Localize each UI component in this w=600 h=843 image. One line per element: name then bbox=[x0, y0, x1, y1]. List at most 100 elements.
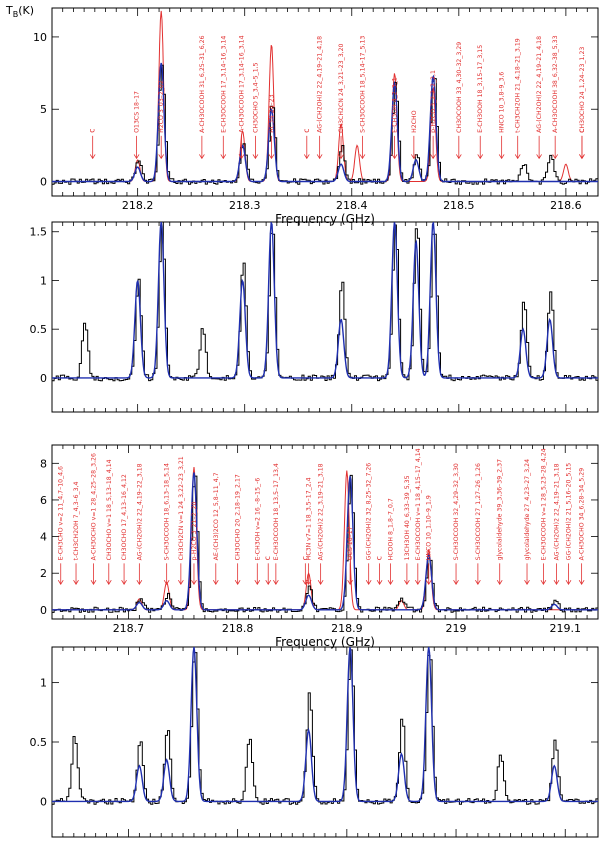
annotation-arrowhead bbox=[178, 579, 184, 585]
annotation-label: glycolaldehyde 27_4,23–27_3,24 bbox=[524, 459, 531, 560]
annotation-arrowhead bbox=[524, 579, 530, 585]
line-annotation: c bbox=[375, 556, 384, 585]
annotation-label: GG-(CH2OH)2 21_5,16–20_5,15 bbox=[566, 463, 573, 561]
annotation-label: CH3OCOOH 33_4,30–32_3,29 bbox=[456, 42, 463, 133]
annotation-label: HNCO 10_3,8–9_3,6 bbox=[499, 72, 506, 133]
y-tick-label: 5 bbox=[40, 103, 47, 116]
panel-top-1: 218.2 218.3 218.4 218.5 218.6 Frequency (GHz)… bbox=[33, 7, 599, 226]
annotation-arrowhead bbox=[376, 579, 383, 585]
annotation-label: CH3OCHO 5_3,4–5_1,5 bbox=[252, 62, 259, 132]
annotation-arrowhead bbox=[411, 154, 417, 160]
annotation-arrowhead bbox=[238, 154, 245, 160]
annotation-arrowhead bbox=[425, 579, 432, 585]
y-tick-label: 2 bbox=[40, 567, 47, 580]
annotation-label: S-CH3OCOOH 27_1,27–26_1,26 bbox=[475, 463, 482, 560]
annotation-arrowhead bbox=[498, 154, 505, 160]
annotation-arrowhead bbox=[57, 579, 64, 585]
line-annotation: c bbox=[88, 128, 97, 160]
spectrum-line-red bbox=[52, 466, 598, 611]
y-tick-label: 0 bbox=[40, 795, 47, 808]
annotation-label: S-CH3OCOOH 18_6,13–18_5,14 bbox=[164, 463, 171, 560]
annotation-label: GG-(CH2OH)2 32_8,25–32_7,26 bbox=[366, 463, 373, 561]
x-axis-label: Frequency (GHz) bbox=[275, 212, 375, 226]
annotation-label: OCS 18–17 bbox=[347, 526, 354, 560]
line-annotation: E-CH3OOH 18_3,15–17_3,15 bbox=[477, 45, 484, 160]
line-annotation: CH3OCHO 5_3,4–5_1,5 bbox=[252, 62, 259, 160]
line-annotation: c bbox=[577, 128, 586, 160]
annotation-label: CH3OCHO 17_4,13–16_4,12 bbox=[121, 474, 128, 560]
line-annotation: CH3OCHO 17_4,13–16_4,12 bbox=[121, 474, 128, 585]
line-annotation: CH3OCHO 24_1,24–23_1,23 bbox=[579, 47, 586, 160]
annotation-label: E-CH3OH 4_2–3_1 bbox=[392, 77, 399, 133]
line-annotation: CH3OCHO v=1 18_5,13–18_4,14 bbox=[105, 459, 113, 585]
x-tick-label: 218.4 bbox=[336, 199, 368, 212]
spectra-group bbox=[52, 222, 598, 382]
annotation-arrowhead bbox=[475, 579, 481, 585]
annotation-label: E-CH3OH v=2 16_-8–15_-6 bbox=[254, 478, 261, 561]
annotation-arrowhead bbox=[536, 154, 542, 160]
annotation-arrowhead bbox=[453, 579, 459, 585]
line-annotation: AG-(CH2OH)2 22_4,19–21_4,18 bbox=[316, 36, 324, 160]
y-tick-label: 8 bbox=[40, 457, 47, 470]
line-annotation: glycolaldehyde 39_3,36–39_2,37 bbox=[497, 459, 504, 585]
spectrum-line-blue bbox=[52, 62, 598, 183]
annotation-arrowhead bbox=[387, 579, 394, 585]
annotation-arrowhead bbox=[265, 579, 272, 585]
x-tick-label: 218.7 bbox=[113, 622, 145, 635]
annotation-label: AG-(CH2OH)2 22_4,19–21_3,18 bbox=[554, 463, 561, 560]
x-tick-label: 218.6 bbox=[550, 199, 582, 212]
annotation-arrowhead bbox=[90, 579, 97, 585]
plot-frame bbox=[51, 7, 599, 197]
line-annotation: H2CO 3_03–2_02 bbox=[158, 80, 165, 160]
y-axis-label-tb: TB(K) bbox=[5, 4, 34, 19]
line-annotation: glycolaldehyde 27_4,23–27_3,24 bbox=[524, 459, 531, 585]
annotation-label: AG-(CH2OH)2 22_4,19–21_4,18 bbox=[317, 36, 324, 133]
annotation-label: glycolaldehyde 39_3,36–39_2,37 bbox=[497, 459, 504, 560]
annotation-label: CH3CH2CN 24_3,21–23_3,20 bbox=[338, 43, 345, 132]
line-annotation: A-CH3OCOOH 31_6,25–31_6,26 bbox=[199, 35, 206, 160]
y-tick-label: 0 bbox=[40, 372, 47, 385]
line-annotation: HNCO 10_3,8–9_3,6 bbox=[498, 72, 506, 160]
annotation-label: E-CH3CHO v=2 11_4,7–10_4,6 bbox=[58, 466, 65, 560]
spectrum-line-black bbox=[52, 64, 598, 185]
annotation-arrowhead bbox=[191, 579, 197, 585]
annotation-label: c bbox=[300, 556, 309, 560]
x-tick-label: 218.9 bbox=[331, 622, 363, 635]
annotation-arrowhead bbox=[73, 579, 79, 585]
line-annotation: E-CH3OCOOH 17_3,14–16_3,14 bbox=[220, 36, 227, 160]
annotation-arrowhead bbox=[347, 579, 353, 585]
line-annotation: p-H2CO 3_21–2_20 bbox=[191, 501, 198, 585]
annotation-label: p-H2CO 3_21–2_20 bbox=[191, 501, 198, 560]
annotation-label: S-CH3OCOOH 32_4,29–32_3,30 bbox=[453, 463, 460, 560]
annotation-label: E-CH3OCOOH 18_13,5–17_13,4 bbox=[273, 463, 280, 560]
annotation-arrowhead bbox=[199, 154, 205, 160]
line-annotation: HC3N v7=1 18_3,5–17_2,4 bbox=[306, 477, 313, 585]
spectrum-line-blue bbox=[52, 472, 598, 611]
spectrum-line-black bbox=[52, 649, 598, 805]
spectrum-line-blue bbox=[52, 647, 598, 803]
line-annotation: A-CH3OCHO 34_6,28–34_5,29 bbox=[579, 468, 586, 585]
annotation-arrowhead bbox=[105, 579, 112, 585]
annotation-arrowhead bbox=[514, 154, 521, 160]
annotation-label: AG-(CH2OH)2 22_3,19–21_3,18 bbox=[318, 463, 325, 560]
y-tick-label: 4 bbox=[40, 531, 47, 544]
line-annotation: S-CH3OCOOH 27_1,27–26_1,26 bbox=[475, 463, 482, 585]
line-annotation: c bbox=[302, 128, 311, 160]
annotation-label: HNCO 10_1,10–9_1,9 bbox=[426, 495, 433, 560]
spectra-group bbox=[52, 647, 598, 805]
annotation-arrowhead bbox=[365, 579, 372, 585]
line-annotation: CH3CH2CN 24_3,21–23_3,20 bbox=[338, 43, 345, 160]
annotation-arrowhead bbox=[391, 154, 398, 160]
annotation-label: c bbox=[263, 556, 272, 560]
annotation-label: AG-(CH2OH)2 22_4,19–22_3,18 bbox=[136, 463, 143, 560]
annotation-arrowhead bbox=[316, 154, 323, 160]
plot-frame bbox=[51, 221, 599, 413]
line-annotation: A-CH3OCHO v=1 28_4,25–28_3,26 bbox=[90, 453, 97, 585]
annotation-label: A-CH3OCHO 34_6,28–34_5,29 bbox=[579, 468, 586, 561]
spectrum-line-black bbox=[52, 222, 598, 382]
annotation-label: CH3OCHO 20_2,18–19_2,17 bbox=[235, 474, 242, 560]
x-tick-label: 218.8 bbox=[222, 622, 254, 635]
line-annotation: O13CS 18–17 bbox=[134, 91, 141, 160]
annotation-arrowhead bbox=[163, 579, 170, 585]
